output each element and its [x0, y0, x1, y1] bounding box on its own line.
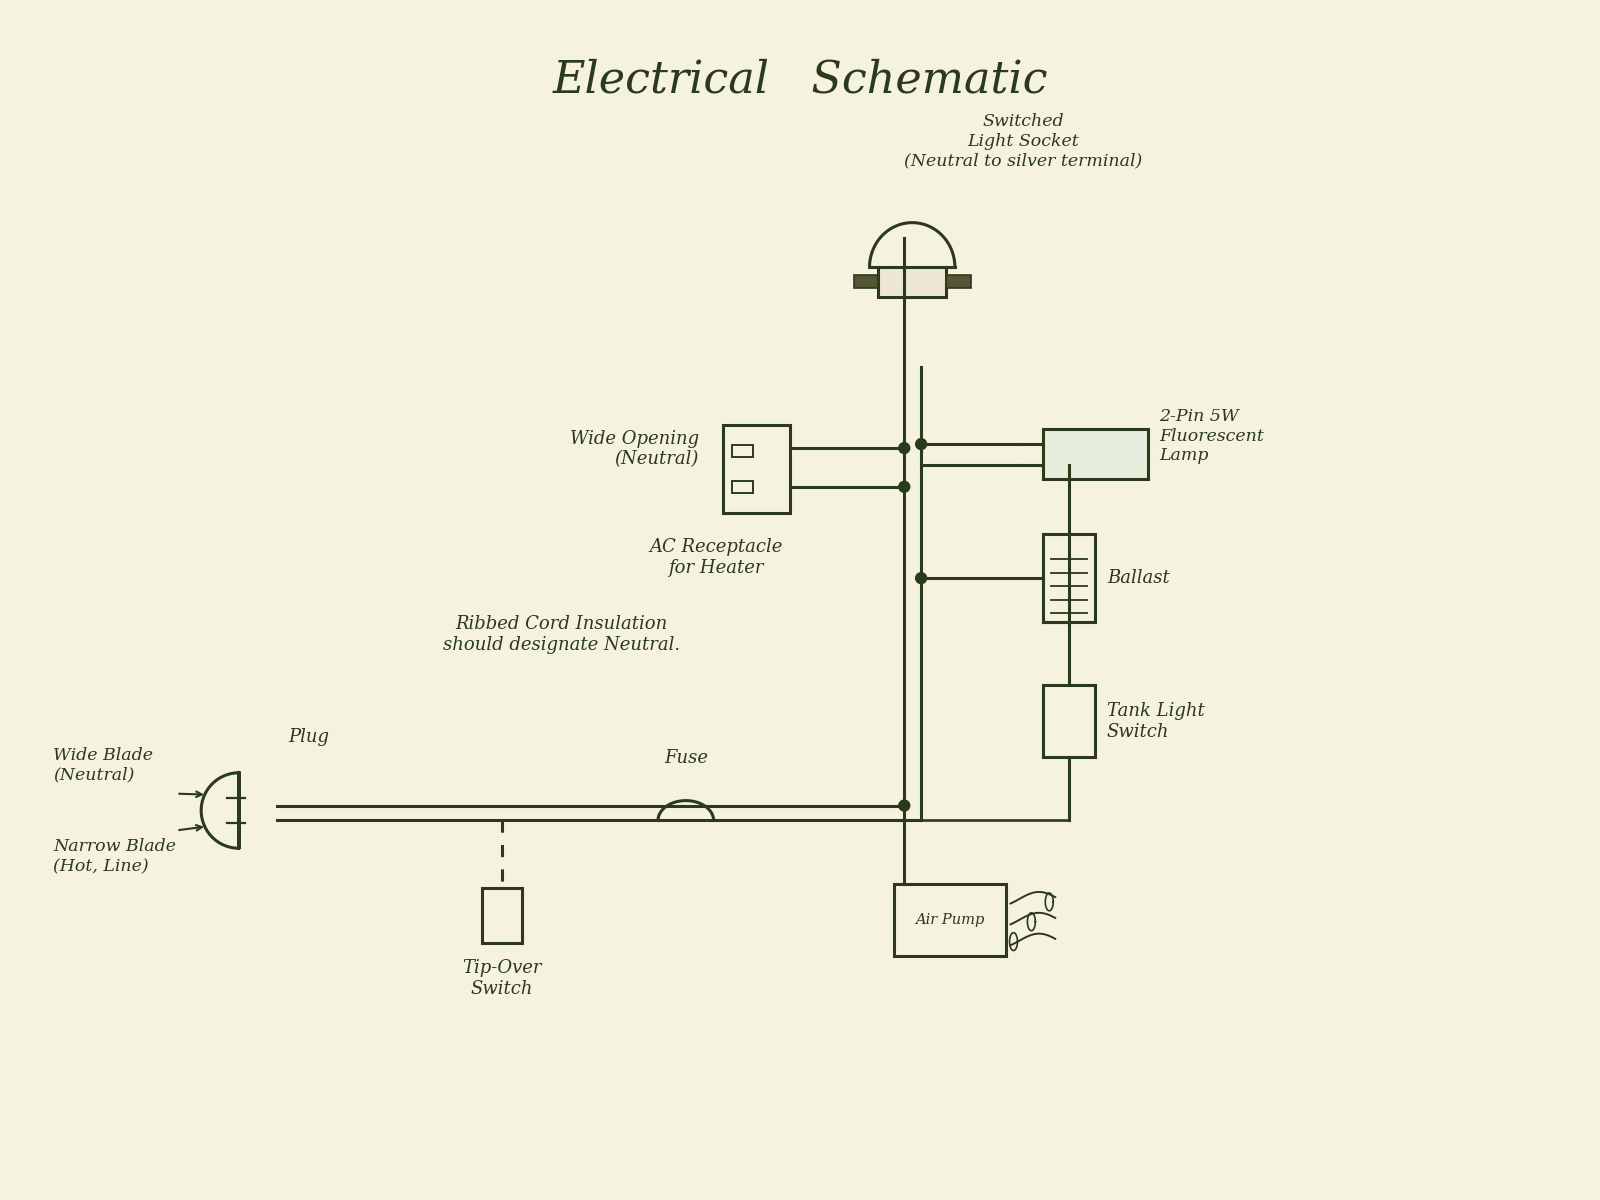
Text: Fuse: Fuse — [664, 749, 707, 767]
Circle shape — [915, 439, 926, 450]
Bar — [733, 481, 754, 493]
Text: Narrow Blade
(Hot, Line): Narrow Blade (Hot, Line) — [53, 839, 176, 875]
Bar — [482, 888, 522, 943]
Bar — [1043, 430, 1147, 479]
Text: Electrical   Schematic: Electrical Schematic — [552, 59, 1048, 102]
Bar — [894, 884, 1005, 955]
Text: Ballast: Ballast — [1107, 569, 1170, 587]
Text: Wide Blade
(Neutral): Wide Blade (Neutral) — [53, 748, 154, 784]
Bar — [946, 275, 971, 288]
Text: 2-Pin 5W
Fluorescent
Lamp: 2-Pin 5W Fluorescent Lamp — [1160, 408, 1264, 464]
Bar — [733, 445, 754, 457]
Circle shape — [899, 443, 910, 454]
Text: Wide Opening
(Neutral): Wide Opening (Neutral) — [570, 430, 699, 468]
Text: Tank Light
Switch: Tank Light Switch — [1107, 702, 1205, 740]
Bar — [1043, 685, 1094, 757]
Bar — [878, 268, 946, 298]
Text: Ribbed Cord Insulation
should designate Neutral.: Ribbed Cord Insulation should designate … — [443, 616, 680, 654]
Text: Tip-Over
Switch: Tip-Over Switch — [462, 960, 542, 998]
Bar — [854, 275, 878, 288]
Text: Plug: Plug — [288, 728, 330, 746]
Text: AC Receptacle
for Heater: AC Receptacle for Heater — [650, 539, 782, 577]
Circle shape — [899, 481, 910, 492]
Circle shape — [899, 800, 910, 811]
Text: Switched
Light Socket
(Neutral to silver terminal): Switched Light Socket (Neutral to silver… — [904, 114, 1142, 169]
Circle shape — [915, 572, 926, 583]
Bar — [1043, 534, 1094, 622]
Text: Air Pump: Air Pump — [915, 913, 984, 926]
Bar — [723, 425, 790, 512]
